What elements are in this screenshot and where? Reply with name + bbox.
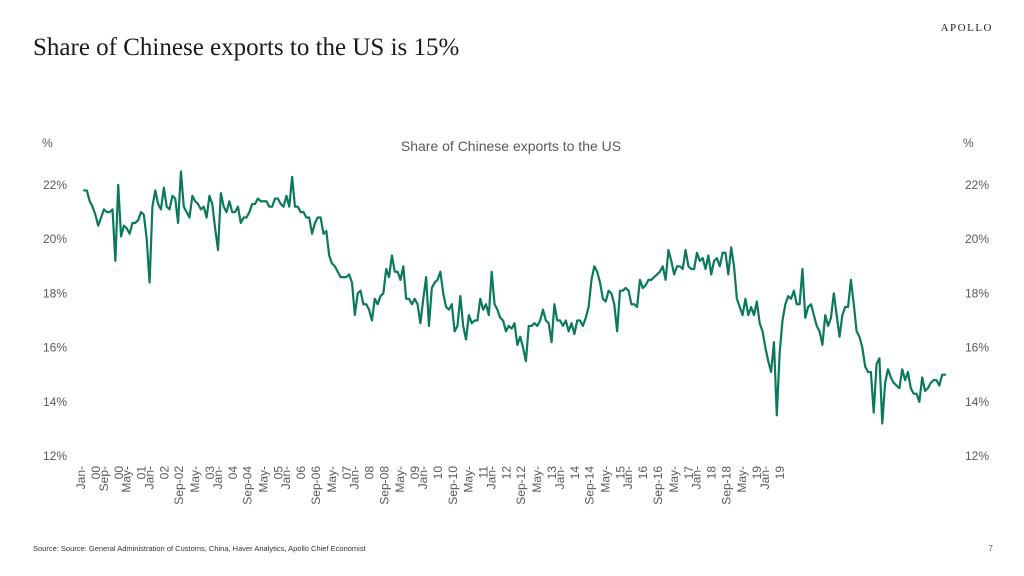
y-tick-label-right: 18% xyxy=(965,286,989,300)
y-tick-label-left: 14% xyxy=(43,395,67,409)
x-tick-label: Jan-00 xyxy=(74,466,103,490)
x-tick-label: Jan-06 xyxy=(279,466,308,490)
x-tick-label: Sep-12 xyxy=(514,466,528,505)
y-tick-labels-right: 12% 14% 16% 18% 20% 22% xyxy=(965,178,989,463)
x-tick-label: Jan-19 xyxy=(758,466,787,490)
source-note: Source: Source: General Administration o… xyxy=(33,544,366,553)
y-tick-label-left: 20% xyxy=(43,232,67,246)
x-tick-label: May-19 xyxy=(735,466,764,493)
x-tick-label: Sep-00 xyxy=(97,466,126,492)
page-title: Share of Chinese exports to the US is 15… xyxy=(33,34,460,61)
chart-title: Share of Chinese exports to the US xyxy=(401,138,621,154)
x-tick-label: Jan-14 xyxy=(553,466,582,490)
x-tick-label: Sep-08 xyxy=(377,466,391,505)
y-tick-label-left: 22% xyxy=(43,178,67,192)
x-tick-label: Sep-04 xyxy=(241,466,255,505)
x-tick-label: May-11 xyxy=(462,466,491,493)
x-tick-label: May-03 xyxy=(188,466,217,493)
x-tick-label: May-01 xyxy=(120,466,149,493)
x-tick-label: Jan-18 xyxy=(690,466,719,490)
y-tick-label-left: 16% xyxy=(43,341,67,355)
y-axis-label-right: % xyxy=(963,136,974,150)
y-tick-label-right: 20% xyxy=(965,232,989,246)
y-tick-labels-left: 12% 14% 16% 18% 20% 22% xyxy=(43,178,67,463)
x-tick-label: Sep-10 xyxy=(446,466,460,505)
x-tick-label: Sep-16 xyxy=(651,466,665,505)
y-axis-label-left: % xyxy=(42,136,53,150)
x-tick-label: Sep-18 xyxy=(719,466,733,505)
x-tick-label: Sep-14 xyxy=(583,466,597,505)
apollo-logo: APOLLO xyxy=(940,22,993,34)
x-tick-label: Jan-12 xyxy=(484,466,513,490)
x-tick-label: Sep-06 xyxy=(309,466,323,505)
y-tick-label-right: 12% xyxy=(965,449,989,463)
x-tick-label: Jan-04 xyxy=(211,466,240,490)
x-tick-label: Sep-02 xyxy=(172,466,186,505)
y-tick-label-right: 22% xyxy=(965,178,989,192)
x-tick-label: Jan-16 xyxy=(621,466,650,490)
y-tick-label-right: 14% xyxy=(965,395,989,409)
x-tick-label: Jan-08 xyxy=(348,466,377,490)
x-tick-label: Jan-10 xyxy=(416,466,445,490)
y-tick-label-left: 12% xyxy=(43,449,67,463)
y-tick-label-right: 16% xyxy=(965,341,989,355)
x-tick-label: May-09 xyxy=(393,466,422,493)
series-line-share-us xyxy=(82,170,947,425)
x-tick-label: May-05 xyxy=(256,466,285,493)
page-number: 7 xyxy=(988,544,993,553)
x-tick-label: May-17 xyxy=(667,466,696,493)
x-tick-label: May-15 xyxy=(598,466,627,493)
x-tick-label: May-07 xyxy=(325,466,354,493)
x-tick-label: May-13 xyxy=(530,466,559,493)
y-tick-label-left: 18% xyxy=(43,286,67,300)
x-tick-label: Jan-02 xyxy=(142,466,171,490)
